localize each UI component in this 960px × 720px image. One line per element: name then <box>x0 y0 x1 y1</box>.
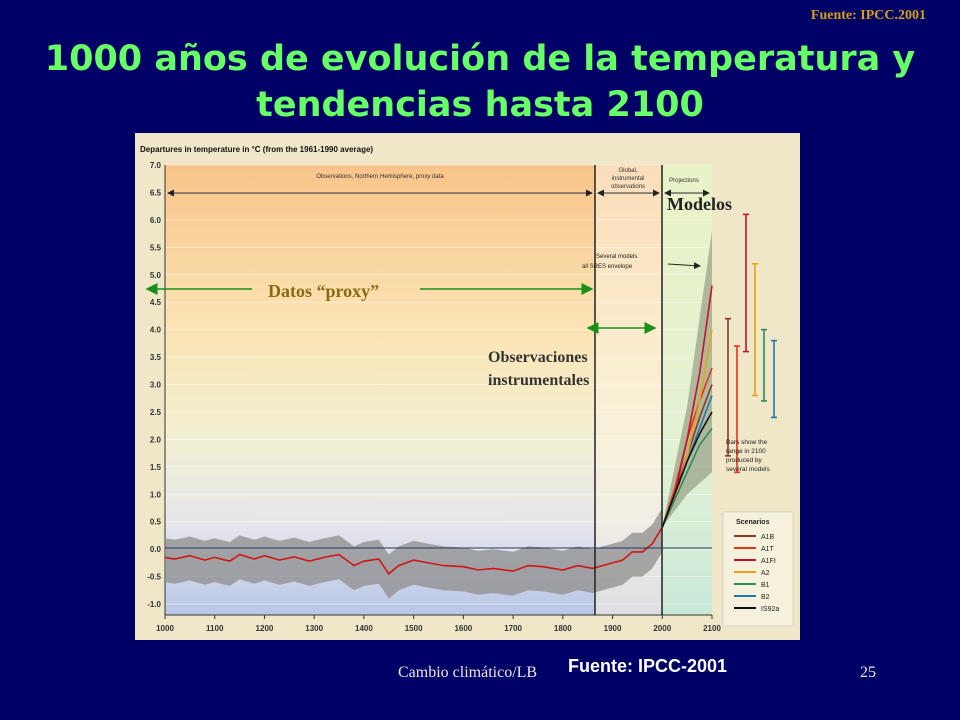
y-tick-label: -0.5 <box>147 573 161 582</box>
x-tick-label: 1200 <box>256 624 274 633</box>
x-tick-label: 1800 <box>554 624 572 633</box>
slide-title-line-2: tendencias hasta 2100 <box>256 85 704 125</box>
y-tick-label: 7.0 <box>150 161 162 170</box>
legend-label-b2: B2 <box>761 594 770 601</box>
slide-title: 1000 años de evolución de la temperatura… <box>40 36 920 128</box>
x-tick-label: 1600 <box>454 624 472 633</box>
envelope-pointer <box>667 262 701 270</box>
bars-note-4: several models <box>726 466 770 473</box>
y-tick-label: 6.0 <box>150 216 162 225</box>
envelope-label-2: all SRES envelope <box>582 264 633 270</box>
legend-label-a1t: A1T <box>761 546 775 553</box>
series-line-b1 <box>661 427 713 528</box>
proxy-uncertainty-band <box>165 508 663 599</box>
y-tick-label: 3.0 <box>150 381 162 390</box>
page-number: 25 <box>860 664 876 681</box>
y-tick-label: 5.0 <box>150 271 162 280</box>
projection-envelope <box>662 230 712 528</box>
x-tick-label: 1900 <box>604 624 622 633</box>
period-label-instrumental-1: Global, <box>618 168 637 174</box>
period-label-instrumental-2: instrumental <box>612 176 645 182</box>
footer-source: Fuente: IPCC-2001 <box>568 656 728 676</box>
y-tick-label: -1.0 <box>147 600 161 609</box>
instrumental-label-1: Observaciones <box>488 349 588 366</box>
y-tick-label: 4.0 <box>150 326 162 335</box>
period-label-instrumental-3: observations <box>611 184 645 190</box>
x-tick-label: 2100 <box>703 624 721 633</box>
proxy-series-line <box>164 526 663 575</box>
slide-title-line-1: 1000 años de evolución de la temperatura… <box>44 39 916 79</box>
period-label-proxy: Observations, Northern Hemisphere, proxy… <box>316 174 444 180</box>
legend-label-a1fi: A1FI <box>761 558 776 565</box>
legend-label-a1b: A1B <box>761 534 775 541</box>
y-tick-label: 1.0 <box>150 490 162 499</box>
models-label: Modelos <box>667 194 732 214</box>
bars-note-3: produced by <box>726 457 763 464</box>
y-tick-label: 2.0 <box>150 435 162 444</box>
x-tick-label: 2000 <box>653 624 671 633</box>
y-tick-label: 5.5 <box>150 243 162 252</box>
series-line-is92a <box>661 411 713 528</box>
legend-label-is92a: IS92a <box>761 606 779 613</box>
y-tick-label: 6.5 <box>150 188 162 197</box>
source-note-top: Fuente: IPCC.2001 <box>810 8 926 23</box>
y-tick-label: 1.5 <box>150 463 162 472</box>
chart-title: Departures in temperature in °C (from th… <box>140 145 373 154</box>
x-tick-label: 1500 <box>405 624 423 633</box>
y-tick-label: 4.5 <box>150 298 162 307</box>
period-label-projections: Projections <box>669 178 699 184</box>
bars-note-2: range in 2100 <box>726 448 766 455</box>
envelope-label-1: Several models <box>596 254 637 260</box>
y-tick-label: 0.5 <box>150 518 162 527</box>
x-tick-label: 1700 <box>504 624 522 633</box>
legend-title: Scenarios <box>736 519 770 526</box>
legend-box <box>722 511 794 627</box>
instrumental-label-2: instrumentales <box>488 372 589 389</box>
x-tick-label: 1100 <box>206 624 224 633</box>
y-tick-label: 0.0 <box>150 545 162 554</box>
legend-label-b1: B1 <box>761 582 770 589</box>
bars-note-1: Bars show the <box>726 439 768 446</box>
y-tick-label: 3.5 <box>150 353 162 362</box>
x-tick-label: 1400 <box>355 624 373 633</box>
y-tick-label: 2.5 <box>150 408 162 417</box>
x-tick-label: 1000 <box>156 624 174 633</box>
proxy-label: Datos “proxy” <box>268 281 379 301</box>
footer-course: Cambio climático/LB <box>398 664 538 681</box>
x-tick-label: 1300 <box>305 624 323 633</box>
legend-label-a2: A2 <box>761 570 770 577</box>
